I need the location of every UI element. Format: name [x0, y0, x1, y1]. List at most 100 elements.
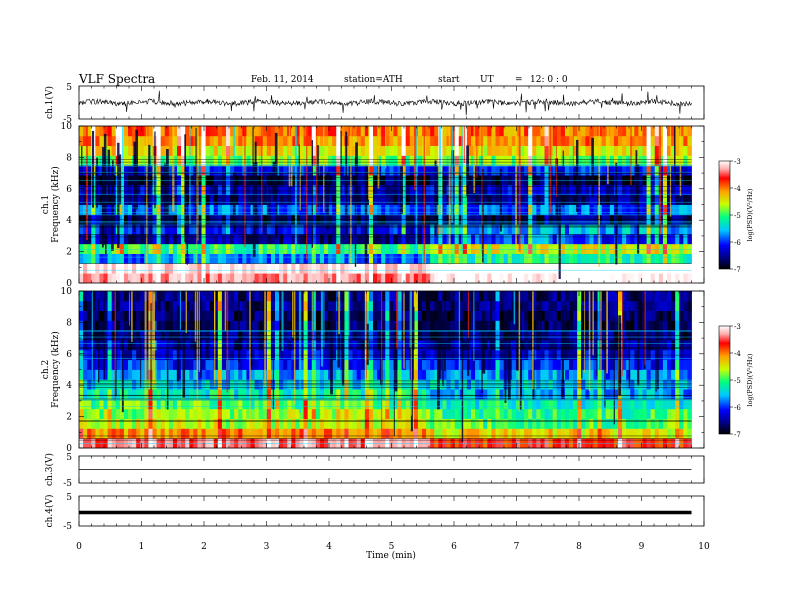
spectrogram-cell	[683, 135, 688, 147]
spectrogram-cell	[552, 369, 558, 380]
spectrogram-cell	[495, 145, 500, 156]
spectrogram-cell	[409, 320, 415, 331]
spectrogram-cell	[511, 204, 517, 215]
spectrogram-cell	[148, 175, 153, 186]
dropout-streak	[117, 142, 120, 249]
spectrogram-cell	[250, 379, 255, 390]
spectrogram-cell	[458, 184, 464, 196]
spectrogram-cell	[164, 418, 170, 429]
spectrogram-cell	[79, 369, 84, 380]
spectrogram-cell	[479, 184, 484, 196]
spectrogram-cell	[307, 253, 313, 264]
spectrogram-cell	[209, 428, 215, 439]
spectrogram-cell	[471, 165, 476, 176]
spectrogram-cell	[511, 126, 517, 137]
spectrogram-cell	[360, 263, 366, 274]
spectrogram-cell	[446, 310, 451, 321]
spectrogram-cell	[442, 379, 447, 390]
spectrogram-cell	[442, 398, 447, 410]
spectrogram-cell	[238, 273, 243, 284]
spectrogram-cell	[483, 320, 488, 331]
spectrogram-cell	[393, 389, 398, 400]
spectrogram-cell	[622, 359, 627, 370]
spectrogram-cell	[181, 300, 186, 312]
spectrogram-cell	[172, 428, 178, 439]
spectrogram-cell	[103, 320, 108, 331]
spectrogram-cell	[160, 165, 166, 176]
spectrogram-cell	[164, 408, 170, 419]
spectrogram-cell	[622, 263, 627, 274]
spectrogram-cell	[654, 418, 660, 429]
spectrogram-cell	[156, 135, 162, 147]
spectrogram-cell	[650, 135, 656, 147]
spectrogram-cell	[442, 165, 447, 176]
spectrogram-cell	[638, 291, 643, 302]
spectrogram-cell	[499, 263, 505, 274]
spectrogram-cell	[569, 233, 574, 245]
spectrogram-cell	[385, 135, 390, 147]
spectrogram-cell	[258, 389, 264, 400]
spectrogram-cell	[336, 135, 341, 147]
spectrogram-cell	[385, 300, 390, 312]
spectrogram-cell	[569, 320, 574, 331]
burst-streak	[196, 126, 198, 267]
spectrogram-cell	[295, 359, 300, 370]
spectrogram-cell	[291, 135, 296, 147]
spectrogram-cell	[230, 300, 235, 312]
spectrogram-cell	[95, 253, 100, 264]
spectrogram-cell	[430, 320, 435, 331]
spectrogram-cell	[581, 243, 586, 254]
spectrogram-cell	[132, 418, 137, 429]
spectrogram-cell	[381, 233, 386, 245]
spectrogram-cell	[364, 291, 370, 302]
spectrogram-cell	[111, 369, 117, 380]
spectrogram-cell	[466, 398, 472, 410]
spectrogram-cell	[397, 194, 402, 205]
spectrogram-cell	[266, 369, 272, 380]
spectrogram-cell	[397, 408, 402, 419]
spectrogram-cell	[295, 243, 300, 254]
spectrogram-cell	[417, 418, 423, 429]
spectrogram-cell	[528, 263, 533, 274]
spectrogram-cell	[401, 408, 407, 419]
spectrogram-cell	[205, 175, 211, 186]
spectrogram-cell	[262, 243, 268, 254]
spectrogram-cell	[201, 359, 206, 370]
spectrogram-cell	[528, 126, 533, 137]
spectrogram-cell	[99, 135, 104, 147]
spectrogram-cell	[213, 263, 219, 274]
spectrogram-cell	[128, 310, 133, 321]
spectrogram-cell	[319, 243, 325, 254]
spectrogram-cell	[552, 126, 558, 137]
spectrogram-cell	[650, 204, 656, 215]
spectrogram-cell	[307, 126, 313, 137]
spectrogram-cell	[671, 135, 676, 147]
spectrogram-cell	[552, 204, 558, 215]
spectrogram-cell	[319, 408, 325, 419]
spectrogram-cell	[115, 428, 121, 439]
narrowband-line	[79, 269, 692, 271]
spectrogram-cell	[430, 369, 435, 380]
spectrogram-cell	[311, 389, 317, 400]
spectrogram-cell	[585, 263, 590, 274]
spectrogram-cell	[140, 175, 145, 186]
dropout-streak	[539, 298, 542, 345]
spectrogram-cell	[654, 155, 660, 166]
spectrogram-cell	[589, 263, 594, 274]
spectrogram-cell	[185, 155, 190, 166]
spectrogram-cell	[471, 359, 476, 370]
dropout-streak	[166, 330, 169, 410]
spectrogram-cell	[540, 310, 545, 321]
spectrogram-cell	[258, 224, 264, 235]
spectrogram-cell	[152, 126, 157, 137]
spectrogram-cell	[307, 273, 313, 284]
spectrogram-cell	[618, 155, 623, 166]
spectrogram-cell	[667, 428, 672, 439]
spectrogram-cell	[283, 398, 288, 410]
spectrogram-cell	[552, 194, 558, 205]
spectrogram-cell	[307, 233, 313, 245]
spectrogram-cell	[483, 165, 488, 176]
spectrogram-cell	[520, 369, 525, 380]
spectrogram-cell	[687, 263, 692, 274]
spectrogram-cell	[605, 233, 611, 245]
